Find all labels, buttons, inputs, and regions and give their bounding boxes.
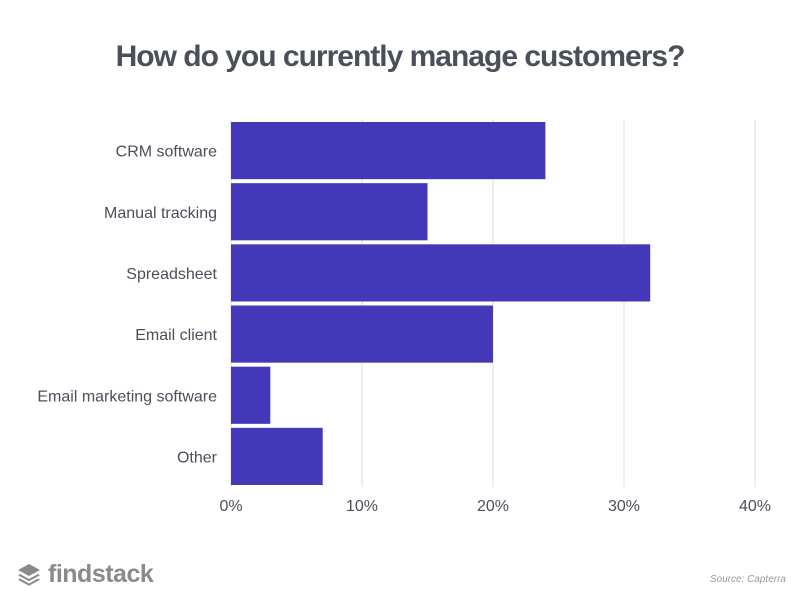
x-tick-label: 20% [477, 498, 509, 515]
x-tick-label: 10% [346, 498, 378, 515]
bar [231, 366, 271, 424]
category-label: Manual tracking [104, 205, 217, 222]
gridlines [230, 120, 756, 487]
category-label: Other [177, 449, 218, 466]
bar [231, 427, 323, 485]
x-axis-tick-labels: 0% 10% 20% 30% 40% [219, 498, 771, 515]
category-label: CRM software [116, 144, 217, 161]
x-tick-label: 30% [608, 498, 640, 515]
bar [231, 183, 428, 241]
bars [231, 122, 651, 485]
category-labels: CRM software Manual tracking Spreadsheet Em… [37, 144, 217, 467]
bar [231, 244, 651, 302]
bar [231, 122, 546, 180]
source-note: Source: Capterra [709, 574, 786, 585]
category-label: Email client [135, 327, 217, 344]
category-label: Spreadsheet [126, 266, 217, 283]
brand-name: findstack [48, 559, 154, 588]
bar [231, 305, 493, 363]
stacked-layers-icon [18, 564, 40, 586]
x-tick-label: 40% [739, 498, 771, 515]
chart-title: How do you currently manage customers? [115, 40, 686, 73]
brand-logo: findstack [16, 558, 154, 590]
x-tick-label: 0% [219, 498, 242, 515]
category-label: Email marketing software [37, 388, 217, 405]
